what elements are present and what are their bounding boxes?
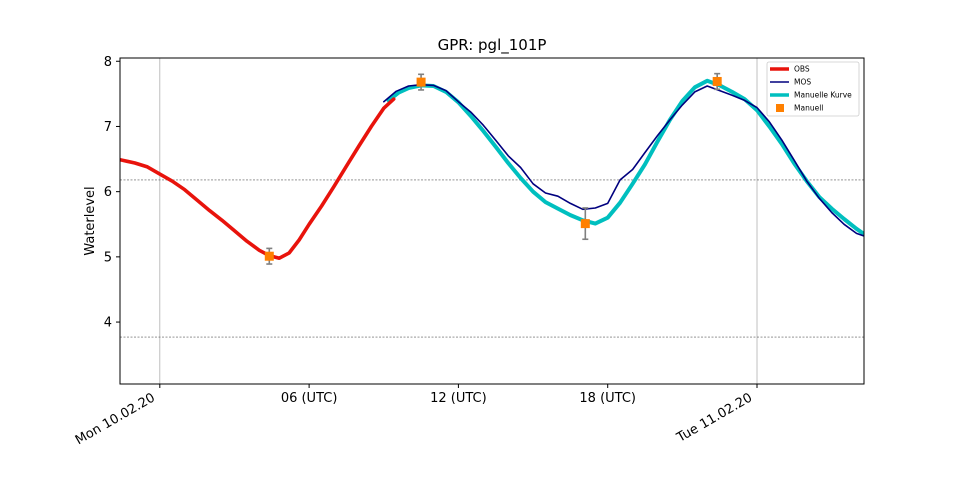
plot-background [120,58,864,384]
legend-marker [776,104,784,112]
legend-label: MOS [794,78,811,87]
series-line-obs [120,97,396,260]
legend-label: OBS [794,65,810,74]
x-tick-label: 12 (UTC) [430,391,487,406]
series-layer [120,78,864,260]
x-tick-label: Mon 10.02.20 [73,390,158,448]
y-tick-label: 8 [104,55,112,70]
y-tick-label: 7 [104,120,112,135]
data-point-manuell [712,76,722,86]
series-line-manuelle-kurve [386,78,864,236]
y-tick-label: 5 [104,250,112,265]
legend: OBS MOS Manuelle Kurve Manuell [766,61,860,117]
legend-label: Manuelle Kurve [794,91,852,100]
legend-label: Manuell [794,104,823,113]
x-tick-label: Tue 11.02.20 [674,390,755,446]
y-tick-label: 4 [104,316,112,331]
points-layer [264,72,722,265]
chart-title: GPR: pgl_101P [438,36,547,55]
y-tick-label: 6 [104,185,112,200]
plot-frame [119,57,865,385]
data-point-manuell [580,219,590,229]
plot-area [120,58,864,384]
x-tick-label: 06 (UTC) [281,391,338,406]
data-point-manuell [264,251,274,261]
data-point-manuell [416,77,426,87]
y-axis-label: Waterlevel [83,186,98,255]
series-line-mos [383,83,864,237]
x-tick-label: 18 (UTC) [579,391,636,406]
legend-box [766,61,860,117]
